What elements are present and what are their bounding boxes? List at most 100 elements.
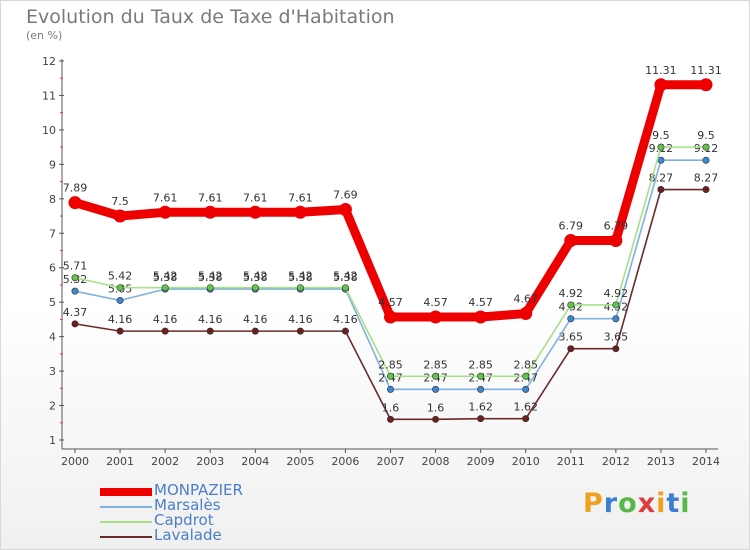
y-tick-label: 5: [49, 296, 56, 309]
data-point-marsal-s: [116, 296, 124, 304]
y-tick-label: 11: [42, 89, 56, 102]
y-tick-label: 8: [49, 193, 56, 206]
data-point-capdrot: [206, 284, 214, 292]
x-tick-label: 2012: [602, 455, 630, 468]
data-point-lavalade: [477, 415, 485, 423]
data-point-monpazier: [203, 205, 217, 219]
data-label-monpazier: 7.89: [63, 182, 88, 195]
legend-item-monpazier: MONPAZIER: [100, 481, 340, 499]
logo-letter: i: [680, 488, 691, 519]
x-tick-label: 2000: [61, 455, 89, 468]
data-point-lavalade: [522, 415, 530, 423]
data-label-monpazier: 7.69: [333, 188, 358, 201]
data-label-capdrot: 5.42: [198, 270, 223, 283]
data-label-capdrot: 5.42: [333, 270, 358, 283]
data-point-capdrot: [251, 284, 259, 292]
data-label-monpazier: 6.79: [559, 220, 584, 233]
data-label-capdrot: 9.5: [652, 129, 670, 142]
data-label-lavalade: 3.65: [559, 331, 584, 344]
data-point-marsal-s: [612, 315, 620, 323]
data-label-monpazier: 4.57: [468, 296, 493, 309]
data-label-capdrot: 5.71: [63, 260, 88, 273]
data-point-lavalade: [296, 327, 304, 335]
y-tick-label: 7: [49, 227, 56, 240]
data-label-marsal-s: 5.38: [198, 271, 223, 284]
logo-letter: r: [603, 488, 619, 519]
data-label-monpazier: 7.5: [111, 195, 129, 208]
logo-letter: i: [656, 488, 667, 519]
data-point-lavalade: [432, 415, 440, 423]
data-label-lavalade: 1.62: [468, 401, 493, 414]
data-point-lavalade: [612, 345, 620, 353]
legend-label: Lavalade: [154, 526, 222, 544]
data-point-lavalade: [702, 186, 710, 194]
x-tick-label: 2010: [512, 455, 540, 468]
data-point-capdrot: [71, 274, 79, 282]
proxiti-logo: Proxiti: [583, 488, 691, 519]
data-label-lavalade: 4.16: [153, 313, 178, 326]
chart-title: Evolution du Taux de Taxe d'Habitation: [26, 6, 395, 28]
data-label-monpazier: 7.61: [288, 191, 313, 204]
data-point-lavalade: [341, 327, 349, 335]
data-label-lavalade: 4.16: [198, 313, 223, 326]
data-point-monpazier: [474, 310, 488, 324]
data-point-marsal-s: [522, 385, 530, 393]
logo-letter: t: [666, 488, 681, 519]
y-tick-label: 10: [42, 124, 56, 137]
data-point-monpazier: [338, 202, 352, 216]
legend-item-capdrot: Capdrot: [100, 511, 340, 529]
data-label-marsal-s: 5.38: [288, 271, 313, 284]
logo-letter: o: [618, 488, 638, 519]
data-label-capdrot: 2.85: [468, 358, 493, 371]
data-point-marsal-s: [432, 385, 440, 393]
data-label-capdrot: 4.92: [604, 287, 629, 300]
data-point-capdrot: [522, 372, 530, 380]
data-label-capdrot: 2.85: [378, 358, 403, 371]
data-point-lavalade: [251, 327, 259, 335]
data-point-lavalade: [386, 415, 394, 423]
legend-label: Marsalès: [154, 496, 221, 514]
data-point-marsal-s: [477, 385, 485, 393]
data-label-marsal-s: 5.38: [333, 271, 358, 284]
data-point-marsal-s: [702, 156, 710, 164]
data-point-monpazier: [113, 209, 127, 223]
data-point-monpazier: [384, 310, 397, 324]
data-label-capdrot: 5.42: [108, 270, 133, 283]
data-point-marsal-s: [567, 315, 575, 323]
data-label-capdrot: 5.42: [153, 270, 178, 283]
data-label-monpazier: 11.31: [690, 64, 722, 77]
x-tick-label: 2008: [422, 455, 450, 468]
legend-label: Capdrot: [154, 511, 214, 529]
data-label-lavalade: 1.6: [427, 401, 445, 414]
data-point-monpazier: [293, 205, 307, 219]
data-label-marsal-s: 5.38: [153, 271, 178, 284]
data-point-lavalade: [161, 327, 169, 335]
legend-label: MONPAZIER: [154, 481, 243, 499]
data-point-lavalade: [71, 320, 79, 328]
y-tick-label: 12: [42, 55, 56, 68]
data-label-monpazier: 7.61: [198, 191, 223, 204]
x-tick-label: 2013: [647, 455, 675, 468]
x-tick-label: 2004: [241, 455, 269, 468]
data-point-lavalade: [206, 327, 214, 335]
logo-letter: x: [637, 488, 657, 519]
data-label-monpazier: 4.57: [378, 296, 403, 309]
data-label-capdrot: 5.42: [243, 270, 268, 283]
chart-subtitle: (en %): [26, 29, 63, 42]
data-label-lavalade: 4.16: [243, 313, 268, 326]
data-point-capdrot: [612, 301, 620, 309]
x-tick-label: 2001: [106, 455, 134, 468]
legend-swatch-lavalade: [100, 536, 152, 538]
x-tick-label: 2011: [557, 455, 585, 468]
data-point-monpazier: [609, 234, 623, 248]
data-point-marsal-s: [386, 385, 394, 393]
data-point-capdrot: [567, 301, 575, 309]
data-label-capdrot: 4.92: [559, 287, 584, 300]
data-label-lavalade: 8.27: [694, 172, 719, 185]
data-point-capdrot: [386, 372, 394, 380]
legend-item-marsales: Marsalès: [100, 496, 340, 514]
data-point-lavalade: [116, 327, 124, 335]
data-label-capdrot: 5.42: [288, 270, 313, 283]
legend-item-lavalade: Lavalade: [100, 526, 340, 544]
